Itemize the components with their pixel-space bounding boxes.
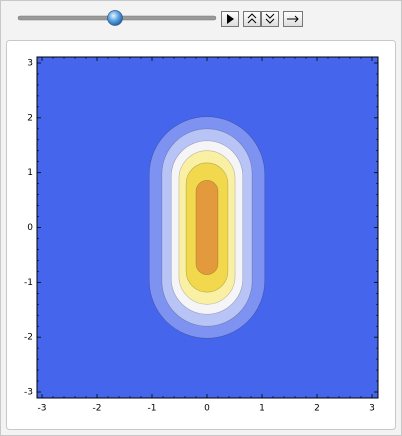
x-tick-label: 3 — [369, 404, 375, 414]
y-tick-label: 2 — [27, 113, 33, 123]
y-tick-label: -3 — [24, 388, 33, 398]
play-icon — [227, 14, 234, 24]
contour-plot: -3 -2 -1 0 1 2 3 -3 -2 -1 0 1 2 3 — [24, 56, 379, 414]
y-tick-label: 1 — [27, 168, 33, 178]
x-tick-label: -1 — [148, 404, 157, 414]
y-tick-label: 0 — [27, 223, 33, 233]
direction-button[interactable] — [283, 11, 303, 27]
x-tick-label: 0 — [204, 404, 210, 414]
arrow-icon — [287, 15, 299, 23]
y-tick-label: -1 — [24, 278, 33, 288]
contour-region — [195, 180, 219, 275]
button-frame[interactable] — [261, 11, 279, 27]
faster-button[interactable] — [243, 11, 261, 27]
x-tick-label: 2 — [314, 404, 320, 414]
slider[interactable] — [17, 10, 217, 26]
y-tick-label: 3 — [27, 59, 33, 69]
down-icon — [265, 13, 275, 24]
x-tick-label: 1 — [259, 404, 265, 414]
slider-knob[interactable] — [107, 10, 123, 26]
play-button[interactable] — [221, 11, 239, 27]
y-tick-label: -2 — [24, 333, 33, 343]
x-tick-label: -3 — [38, 404, 47, 414]
x-tick-label: -2 — [93, 404, 102, 414]
slower-button[interactable] — [261, 11, 279, 27]
up-icon — [247, 13, 257, 24]
